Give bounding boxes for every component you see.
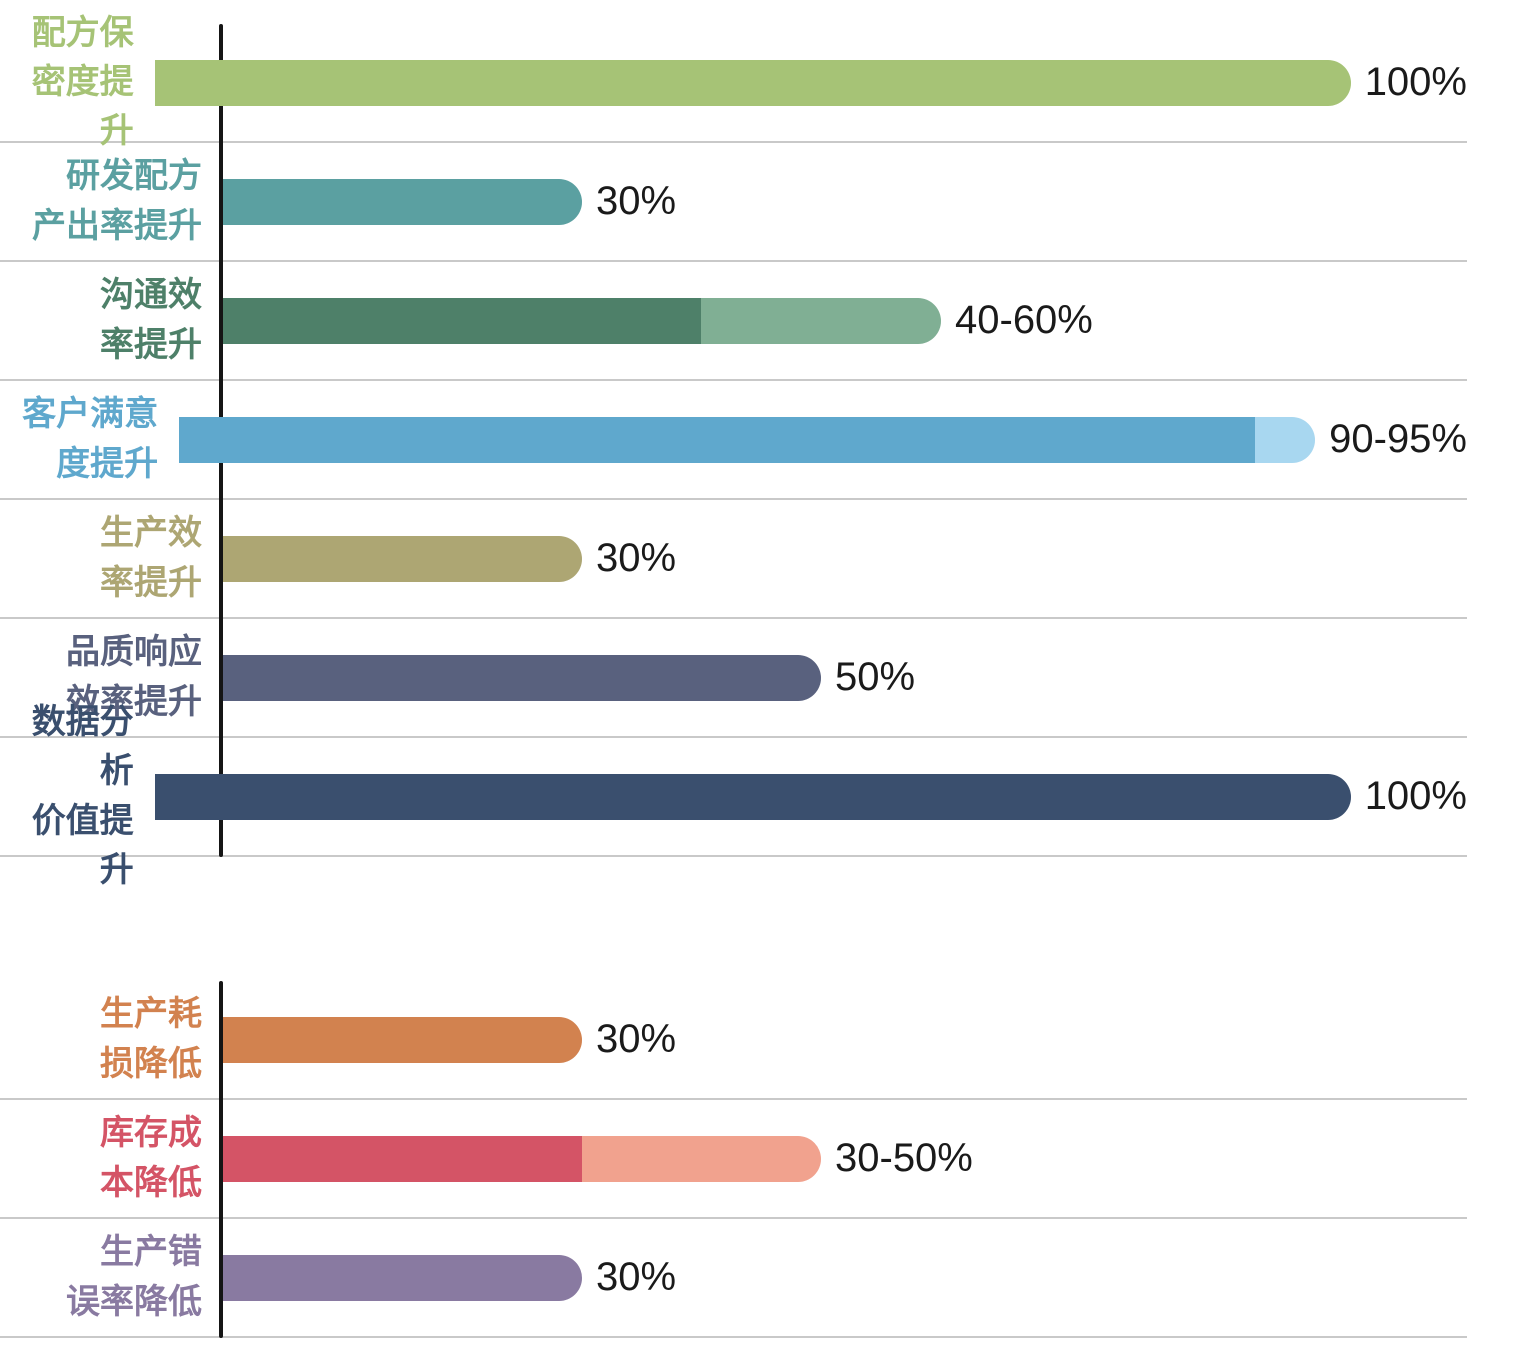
value-label: 100%: [1364, 60, 1467, 104]
value-bar: [223, 178, 582, 225]
bar-track: 100%: [154, 773, 1467, 820]
axis-line: [219, 981, 223, 1338]
range-bar: [179, 416, 1316, 463]
bar-min-segment: [154, 773, 1351, 820]
value-bar: [154, 773, 1351, 820]
category-label: 生产效 率提升: [100, 514, 202, 602]
value-label: 90-95%: [1329, 417, 1467, 461]
value-label: 50%: [835, 655, 916, 699]
value-label: 30%: [596, 1017, 677, 1061]
bar-min-segment: [223, 297, 701, 344]
value-label: 100%: [1364, 774, 1467, 818]
bar-min-segment: [179, 416, 1256, 463]
category-label: 沟通效 率提升: [100, 276, 202, 364]
bar-min-segment: [223, 654, 821, 701]
bar-min-segment: [223, 535, 582, 582]
range-bar: [223, 297, 941, 344]
bar-min-segment: [154, 59, 1351, 106]
chart-row: 品质响应 效率提升 50%: [0, 619, 1467, 738]
bar-track: 30%: [223, 1016, 1467, 1063]
category-label: 数据分析 价值提升: [31, 702, 134, 889]
bar-track: 30%: [223, 178, 1467, 225]
chart-row: 生产效 率提升 30%: [0, 500, 1467, 619]
bar-track: 90-95%: [179, 416, 1467, 463]
chart-row: 生产错 误率降低 30%: [0, 1219, 1467, 1338]
bar-min-segment: [223, 1135, 582, 1182]
bar-track: 100%: [154, 59, 1467, 106]
category-label: 客户满意 度提升: [22, 395, 159, 483]
range-bar: [223, 1135, 821, 1182]
benefits-bar-chart: 配方保 密度提升 100% 研发配方 产出率提升 30% 沟通效 率提升 40-60% 客户…: [0, 14, 1467, 1338]
value-bar: [223, 1016, 582, 1063]
category-label: 库存成 本降低: [100, 1114, 202, 1202]
bar-min-segment: [223, 1016, 582, 1063]
bar-track: 40-60%: [223, 297, 1467, 344]
bar-track: 30%: [223, 535, 1467, 582]
chart-group-reduction-metrics: 生产耗 损降低 30% 库存成 本降低 30-50% 生产错 误率降低 30%: [0, 981, 1467, 1338]
category-label: 研发配方 产出率提升: [32, 157, 202, 245]
chart-row: 客户满意 度提升 90-95%: [0, 381, 1467, 500]
value-label: 30%: [596, 536, 677, 580]
bar-min-segment: [223, 1254, 582, 1301]
value-label: 30-50%: [835, 1136, 973, 1180]
category-label: 生产耗 损降低: [100, 995, 202, 1083]
chart-row: 配方保 密度提升 100%: [0, 14, 1467, 150]
chart-group-improvement-metrics: 配方保 密度提升 100% 研发配方 产出率提升 30% 沟通效 率提升 40-60% 客户…: [0, 14, 1467, 889]
value-bar: [223, 1254, 582, 1301]
value-label: 30%: [596, 1255, 677, 1299]
bar-track: 50%: [223, 654, 1467, 701]
bar-track: 30-50%: [223, 1135, 1467, 1182]
chart-row: 生产耗 损降低 30%: [0, 981, 1467, 1100]
chart-row: 沟通效 率提升 40-60%: [0, 262, 1467, 381]
value-bar: [154, 59, 1351, 106]
category-label: 品质响应 效率提升: [66, 633, 202, 721]
chart-row: 研发配方 产出率提升 30%: [0, 143, 1467, 262]
chart-row: 数据分析 价值提升 100%: [0, 703, 1467, 889]
value-label: 40-60%: [955, 298, 1093, 342]
category-label: 生产错 误率降低: [66, 1233, 202, 1321]
category-label: 配方保 密度提升: [31, 13, 134, 151]
chart-row: 库存成 本降低 30-50%: [0, 1100, 1467, 1219]
bar-track: 30%: [223, 1254, 1467, 1301]
value-label: 30%: [596, 179, 677, 223]
bar-min-segment: [223, 178, 582, 225]
value-bar: [223, 654, 821, 701]
value-bar: [223, 535, 582, 582]
